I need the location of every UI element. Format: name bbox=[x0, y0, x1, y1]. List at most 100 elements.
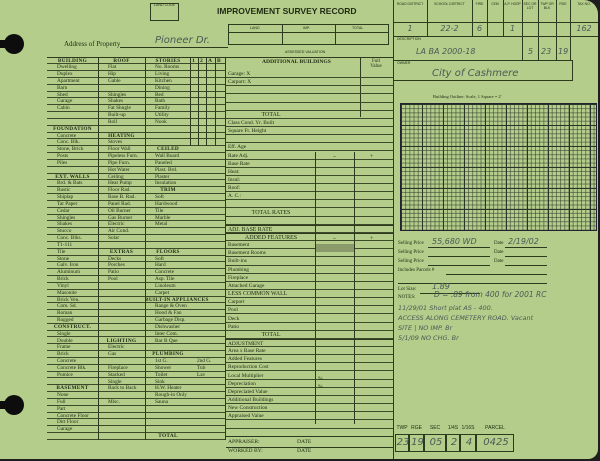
worksheet-label bbox=[226, 95, 228, 101]
feature-label: Piles bbox=[57, 159, 68, 166]
feature-label: Tile bbox=[155, 207, 164, 214]
feature-row: Toilet Lav bbox=[145, 372, 225, 379]
date-label-1: Date bbox=[494, 241, 504, 246]
feature-label bbox=[145, 419, 155, 425]
parcel-col-label: PARCEL bbox=[485, 425, 505, 431]
feature-label: Tub bbox=[197, 364, 206, 371]
feature-row: FOUNDATION bbox=[47, 126, 98, 133]
feature-label: Aluminum bbox=[57, 269, 80, 276]
feature-label: Shakes bbox=[57, 221, 73, 228]
feature-row: Galv. Iron bbox=[47, 262, 98, 270]
worksheet-row: Basement bbox=[226, 241, 393, 250]
feature-row bbox=[98, 126, 145, 133]
feature-row: Dishwasher bbox=[145, 324, 225, 331]
date-label-2: Date bbox=[494, 250, 504, 255]
binder-ring bbox=[0, 40, 10, 48]
worksheet-label: Garage: X bbox=[228, 71, 251, 77]
feature-label bbox=[98, 283, 108, 289]
feature-row: Utility bbox=[145, 112, 225, 119]
feature-row: Rough-in Only bbox=[145, 392, 225, 399]
parcel-col-label: TWP bbox=[396, 425, 408, 431]
feature-row: Conc. Blk. bbox=[47, 139, 98, 147]
feature-row: H.W. Heater bbox=[145, 385, 225, 393]
feature-row: Nook bbox=[145, 119, 225, 126]
worksheet-label: TOTAL RATES bbox=[251, 209, 291, 216]
feature-row bbox=[145, 413, 225, 420]
owner-label: OWNER bbox=[397, 61, 411, 65]
feature-row: Tile bbox=[145, 208, 225, 215]
stories-subcol-label: B bbox=[217, 58, 221, 64]
section-header: TOTAL bbox=[158, 433, 178, 440]
worksheet-row: Class Cond. Yr. Built bbox=[226, 119, 393, 127]
feature-row: Brick bbox=[47, 351, 98, 358]
section-header: BUILT-IN APPLIANCES bbox=[145, 296, 209, 303]
feature-row: Panel Rad. bbox=[98, 201, 145, 208]
feature-label bbox=[98, 297, 108, 303]
feature-row bbox=[98, 85, 145, 92]
feature-row bbox=[98, 413, 145, 420]
district-col-header: RGE bbox=[559, 2, 567, 6]
feature-label: Conc. Blks. bbox=[57, 235, 82, 242]
feature-row: Bath bbox=[145, 98, 225, 106]
feature-row: Tile bbox=[47, 249, 98, 256]
feature-row: Dirt Floor bbox=[47, 419, 98, 427]
worksheet-label: Local Multiplier bbox=[228, 372, 264, 379]
feature-label: Garage bbox=[57, 98, 73, 105]
worksheet-row: TOTAL RATES bbox=[226, 209, 393, 217]
feature-row: Bar B Que bbox=[145, 338, 225, 345]
feature-label: Wall Board bbox=[155, 153, 180, 160]
worksheet-label: Fireplace bbox=[228, 274, 249, 281]
district-col-value: 162 bbox=[576, 24, 592, 33]
worksheet-label: Depreciated Value bbox=[228, 388, 268, 395]
feature-label: Dirt Floor bbox=[57, 419, 79, 426]
worksheet-label: Class Cond. Yr. Built bbox=[228, 119, 275, 126]
worksheet-label bbox=[226, 430, 228, 436]
feature-row: PLUMBING bbox=[145, 351, 225, 358]
worksheet-row: Patio bbox=[226, 323, 393, 331]
feature-row: Rustic bbox=[47, 187, 98, 195]
worksheet-label: Deck bbox=[228, 315, 240, 322]
feature-label: Concrete bbox=[155, 269, 175, 276]
feature-row: Shakes bbox=[98, 98, 145, 106]
worksheet-label: Carport bbox=[228, 299, 245, 306]
feature-row: STORIES bbox=[145, 58, 225, 65]
feature-label: Frame bbox=[57, 344, 71, 351]
feature-label: Gable bbox=[108, 77, 121, 84]
feature-label: Roll bbox=[108, 118, 118, 125]
description-value: LA BA 2000-18 bbox=[416, 47, 476, 56]
building-outline-grid[interactable] bbox=[400, 103, 597, 231]
feature-label bbox=[98, 426, 108, 432]
feature-row: Heat Pump bbox=[98, 180, 145, 188]
worksheet-row: A. C.: bbox=[226, 192, 393, 201]
feature-row: Fat Shngle bbox=[98, 105, 145, 113]
parcel-col-label: 1/16S bbox=[461, 425, 475, 431]
feature-label: Panel Rad. bbox=[108, 200, 131, 207]
feature-label bbox=[98, 331, 108, 337]
feature-label: Air Cond. bbox=[108, 228, 130, 235]
selling-price-label-2: Selling Price bbox=[398, 250, 424, 255]
feature-row: Living bbox=[145, 71, 225, 78]
feature-label: Asp. Tile bbox=[155, 276, 175, 283]
note-line: 11/29/01 Short plat AS - 400. bbox=[398, 304, 493, 312]
feature-label: Bar B Que bbox=[155, 337, 178, 344]
feature-label: Sink bbox=[155, 378, 165, 385]
feature-label: Built-up bbox=[108, 112, 126, 119]
feature-label: Pumice bbox=[57, 371, 73, 378]
worksheet-label bbox=[226, 218, 228, 224]
feature-label bbox=[47, 119, 57, 125]
feature-label: Rustic bbox=[57, 187, 71, 194]
district-col-value: 6 bbox=[476, 24, 483, 33]
feature-label: Shakes bbox=[108, 98, 124, 105]
feature-row: EXTRAS bbox=[98, 249, 145, 256]
feature-row: No. Rooms bbox=[145, 64, 225, 72]
feature-row: Shingles bbox=[98, 92, 145, 99]
selling-price-label-1: Selling Price bbox=[398, 241, 424, 246]
feature-row: Electric bbox=[98, 344, 145, 352]
worksheet-row: Plumbing bbox=[226, 266, 393, 274]
worked-by-date-label: DATE bbox=[297, 448, 312, 454]
note-line: D = .89 from 400 for 2001 RC bbox=[434, 290, 547, 299]
section-header: HEATING bbox=[108, 132, 135, 139]
stories-subcol-label: A bbox=[208, 58, 213, 64]
feature-label: 1st G. bbox=[155, 358, 168, 365]
twp-value: 23 bbox=[541, 47, 552, 56]
